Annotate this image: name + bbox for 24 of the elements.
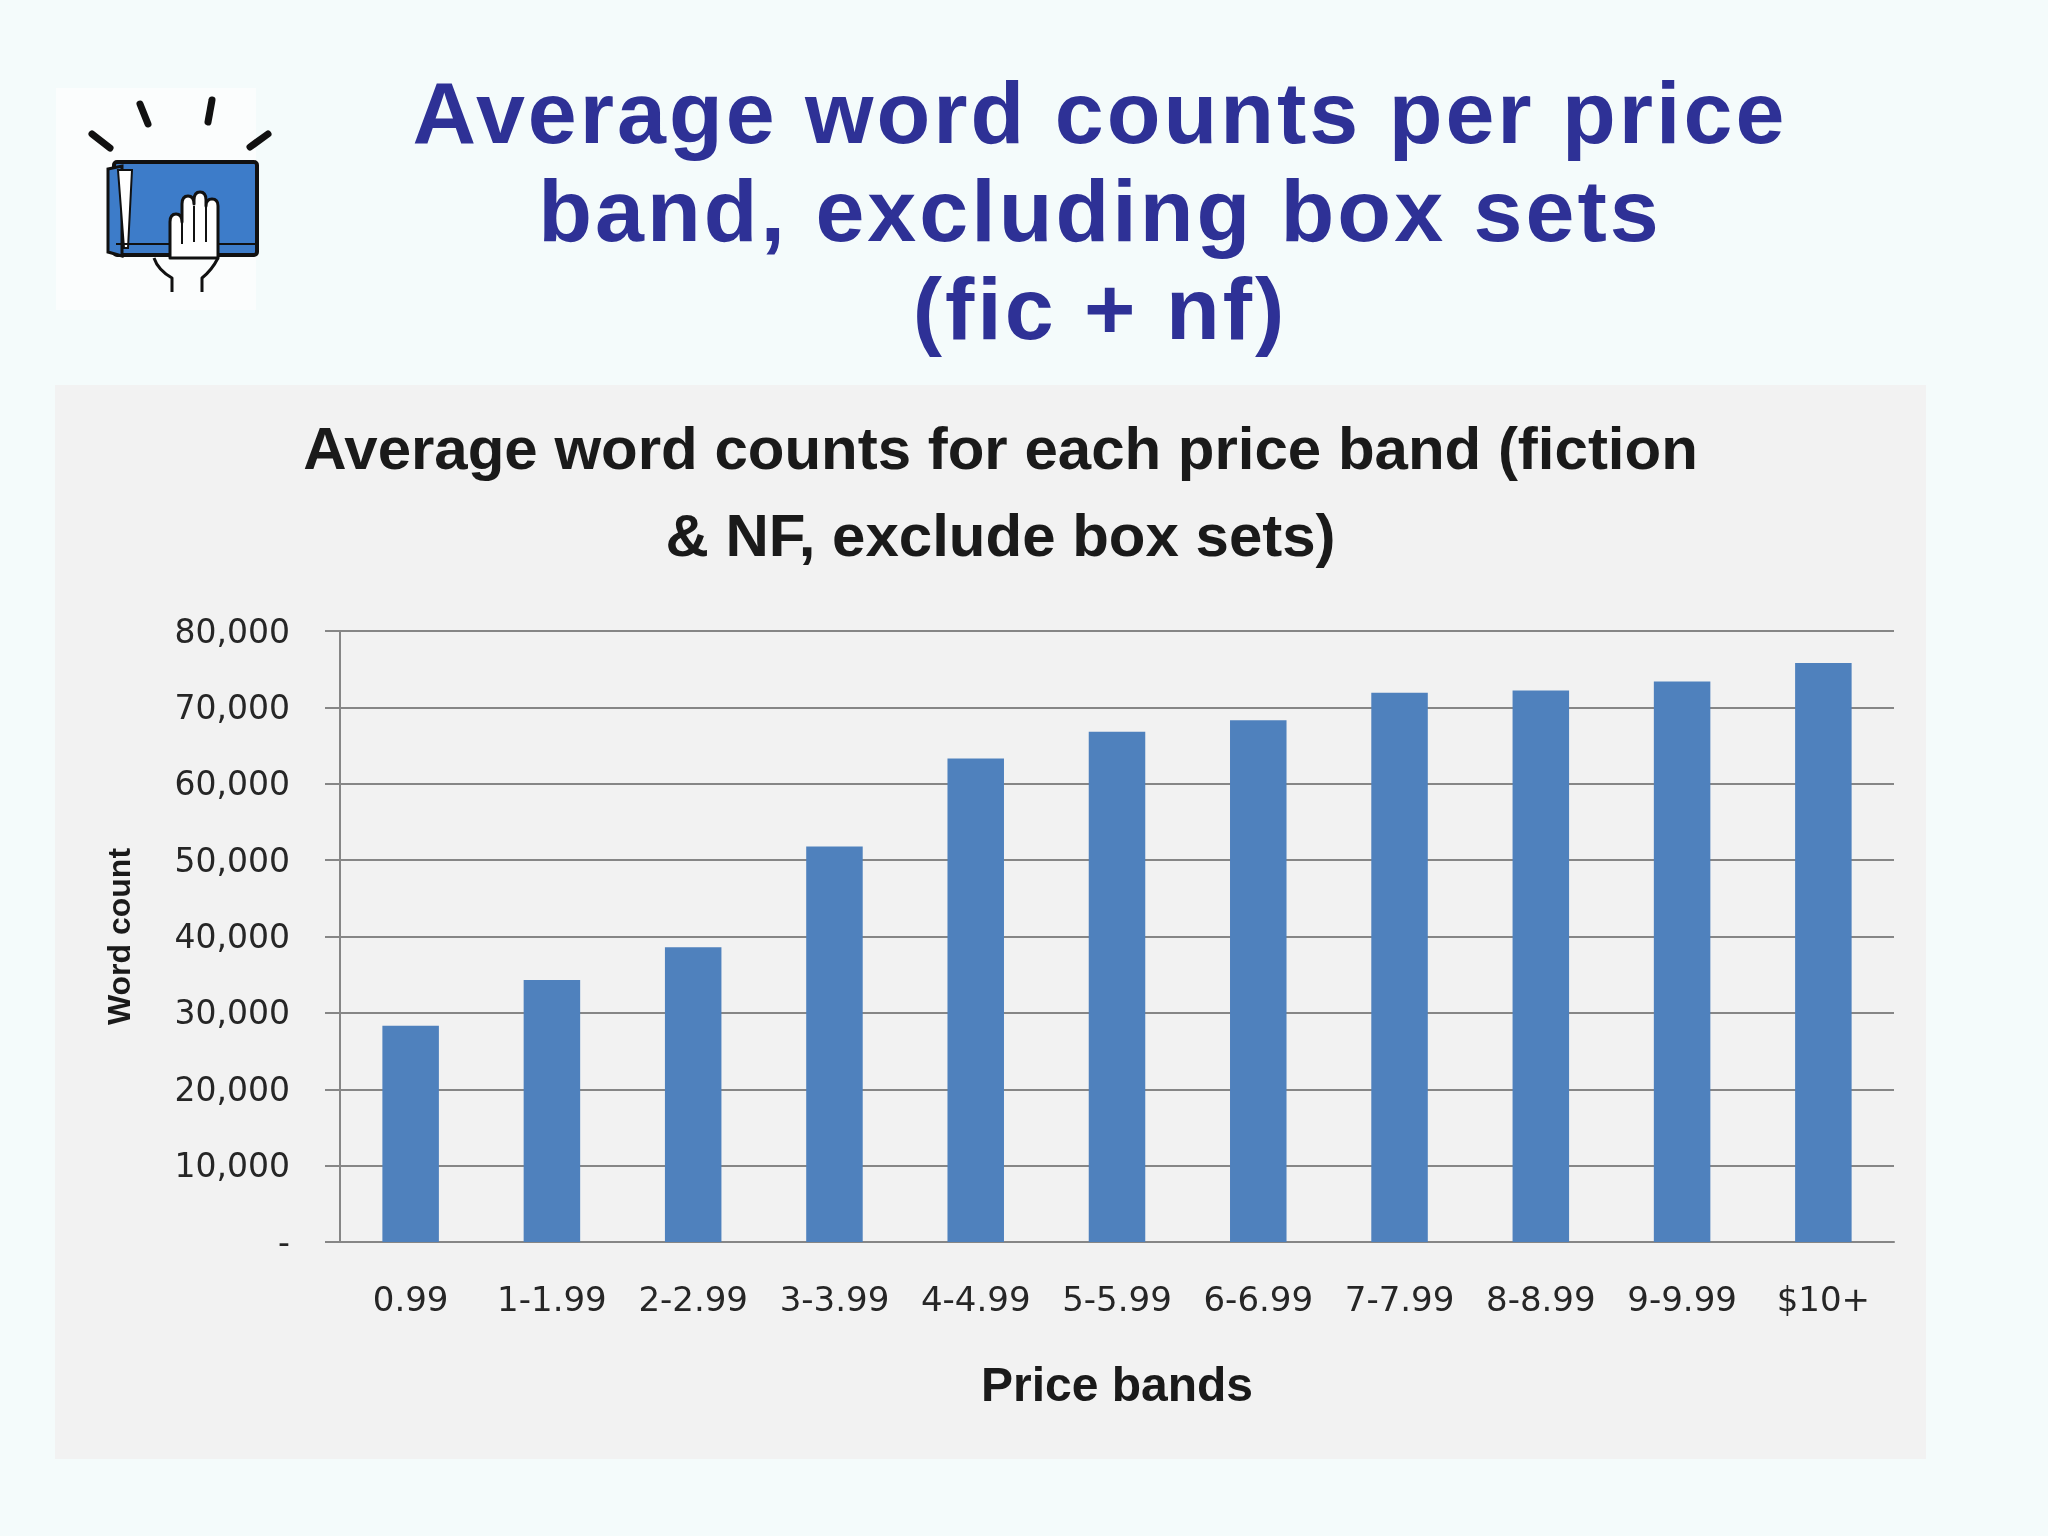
- y-tick-label: 10,000: [174, 1146, 290, 1186]
- x-tick-label: $10+: [1776, 1279, 1871, 1319]
- y-tick-label: 20,000: [174, 1069, 290, 1109]
- y-tick-label: 30,000: [174, 993, 290, 1033]
- x-axis-title: Price bands: [980, 1357, 1254, 1411]
- y-tick-label: -: [278, 1222, 290, 1262]
- x-tick-label: 7-7.99: [1344, 1279, 1455, 1319]
- x-tick-label: 6-6.99: [1203, 1279, 1314, 1319]
- x-tick-label: 4-4.99: [920, 1279, 1031, 1319]
- y-axis-title: Word count: [101, 847, 137, 1026]
- x-tick-label: 8-8.99: [1486, 1279, 1596, 1319]
- x-tick-label: 9-9.99: [1627, 1279, 1737, 1319]
- x-tick-label: 1-1.99: [497, 1279, 607, 1319]
- chart-subtitle: Average word counts for each price band (fiction & NF, exclude box sets): [302, 414, 1699, 571]
- x-tick-label: 0.99: [372, 1279, 449, 1319]
- x-tick-label: 2-2.99: [638, 1279, 748, 1319]
- x-tick-label: 3-3.99: [779, 1279, 890, 1319]
- chart-title: Average word counts per price band, excluding box sets (fic + nf): [411, 63, 1789, 358]
- y-tick-label: 70,000: [174, 687, 290, 727]
- y-tick-label: 50,000: [174, 840, 290, 880]
- y-tick-label: 60,000: [174, 764, 290, 804]
- x-tick-label: 5-5.99: [1062, 1279, 1172, 1319]
- y-tick-label: 80,000: [174, 611, 290, 651]
- y-tick-label: 40,000: [174, 917, 290, 956]
